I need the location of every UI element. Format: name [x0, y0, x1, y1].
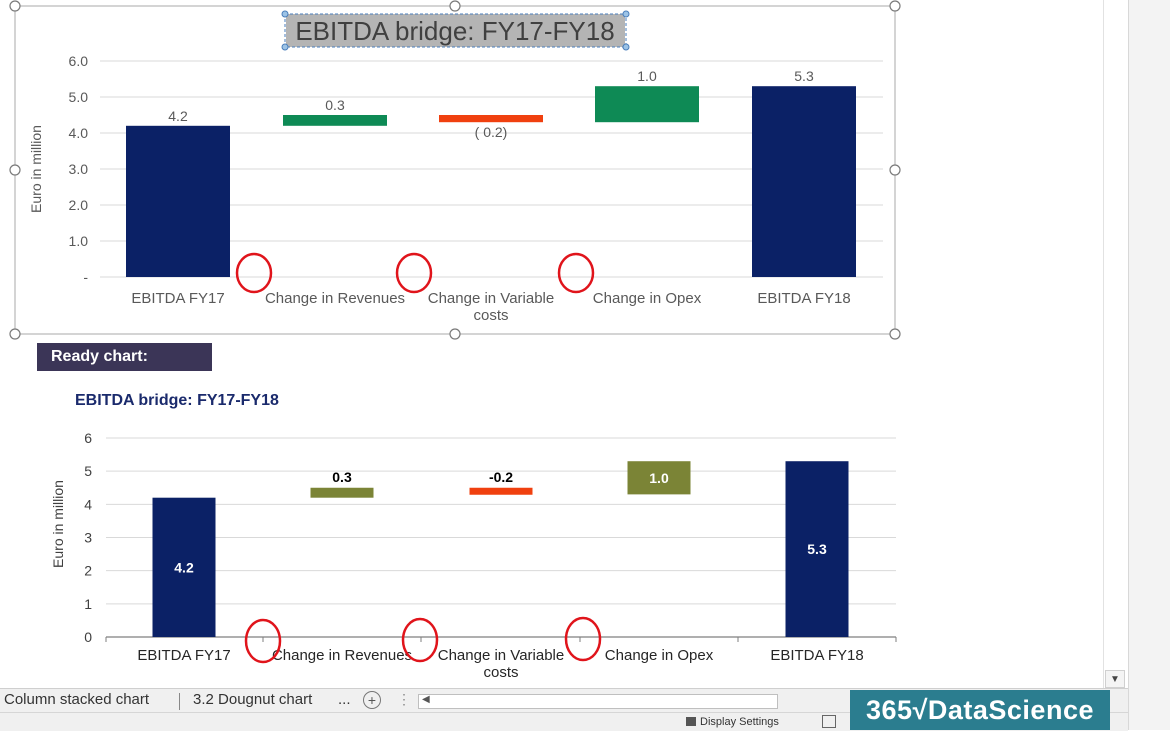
title-handle-icon: [622, 43, 630, 51]
category-label: Change in Opex: [593, 290, 702, 307]
y-tick-label: 4.0: [69, 125, 89, 141]
y-tick-label: 3: [84, 530, 92, 546]
y-tick-label: 2: [84, 563, 92, 579]
resize-handle-icon[interactable]: [889, 0, 901, 12]
category-label: costs: [483, 664, 518, 681]
y-tick-label: 2.0: [69, 197, 89, 213]
data-label: ( 0.2): [475, 124, 508, 140]
title-selection-box: [286, 14, 625, 47]
tab-overflow-button[interactable]: ...: [338, 691, 351, 708]
y-tick-label: 1: [84, 596, 92, 612]
annotation-circle: [564, 616, 602, 662]
y-tick-label: -: [83, 269, 88, 285]
data-label: 1.0: [637, 68, 657, 84]
category-label: costs: [473, 307, 508, 324]
scroll-down-arrow-icon[interactable]: ▼: [1105, 670, 1125, 688]
title-handle-icon: [281, 43, 289, 51]
data-label: 5.3: [807, 541, 827, 557]
resize-handle-icon[interactable]: [9, 0, 21, 12]
splitter-handle-icon[interactable]: ⋮: [397, 691, 411, 707]
bar-1: [310, 487, 374, 498]
category-label: EBITDA FY17: [131, 290, 224, 307]
annotation-circle: [235, 252, 273, 294]
category-label: EBITDA FY18: [770, 647, 863, 664]
category-label: Change in Variable: [428, 290, 554, 307]
category-label: Change in Revenues: [272, 647, 412, 664]
chart-title: EBITDA bridge: FY17-FY18: [295, 16, 614, 46]
y-axis-label: Euro in million: [50, 480, 66, 568]
data-label: 1.0: [649, 470, 669, 486]
resize-handle-icon[interactable]: [9, 328, 21, 340]
horizontal-scrollbar[interactable]: ◀: [418, 694, 778, 709]
brand-logo: 365√DataScience: [850, 690, 1110, 730]
bottom-chart-title: EBITDA bridge: FY17-FY18: [75, 392, 279, 409]
resize-handle-icon[interactable]: [9, 164, 21, 176]
y-tick-label: 5: [84, 463, 92, 479]
bar-2: [469, 487, 533, 495]
title-selection-outline: [284, 13, 627, 48]
bar-3: [627, 461, 691, 495]
category-label: Change in Revenues: [265, 290, 405, 307]
category-label: Change in Variable: [438, 647, 564, 664]
y-tick-label: 3.0: [69, 161, 89, 177]
category-label: EBITDA FY17: [137, 647, 230, 664]
category-label: EBITDA FY18: [757, 290, 850, 307]
bar-4: [752, 86, 856, 277]
annotation-circle: [244, 618, 282, 664]
data-label: 0.3: [325, 97, 345, 113]
normal-view-icon[interactable]: [822, 715, 836, 728]
display-settings-button[interactable]: Display Settings: [700, 716, 779, 728]
bar-2: [439, 115, 543, 123]
y-tick-label: 5.0: [69, 89, 89, 105]
sheet-tab-doughnut[interactable]: 3.2 Dougnut chart: [193, 691, 313, 708]
add-sheet-icon[interactable]: +: [363, 691, 381, 709]
y-tick-label: 1.0: [69, 233, 89, 249]
top-chart[interactable]: - 1.0 2.0 3.0 4.0 5.0 6.0 EBITDA bridge: FY17-F…: [0, 0, 1100, 345]
bottom-chart[interactable]: 0 1 2 3 4 5 6 Euro in million 4.2 0.3 -0.2 1.0 5.3 EB…: [0, 0, 1100, 688]
y-tick-label: 6: [84, 430, 92, 446]
data-label: 5.3: [794, 68, 814, 84]
y-tick-label: 0: [84, 629, 92, 645]
title-handle-icon: [281, 10, 289, 18]
y-tick-label: 6.0: [69, 53, 89, 69]
tab-divider: [179, 693, 180, 710]
resize-handle-icon[interactable]: [889, 164, 901, 176]
bar-0: [126, 125, 230, 277]
category-label: Change in Opex: [605, 647, 714, 664]
bar-0: [152, 497, 216, 637]
data-label: 4.2: [168, 108, 188, 124]
scroll-left-arrow-icon[interactable]: ◀: [422, 694, 430, 705]
vertical-scrollbar[interactable]: [1103, 0, 1128, 688]
resize-handle-icon[interactable]: [889, 328, 901, 340]
bar-3: [595, 86, 699, 123]
data-label: 0.3: [332, 469, 352, 485]
y-axis-label: Euro in million: [28, 125, 44, 213]
resize-handle-icon[interactable]: [449, 0, 461, 12]
bar-4: [785, 461, 849, 637]
title-handle-icon: [622, 10, 630, 18]
annotation-circle: [557, 252, 595, 294]
annotation-circle: [401, 617, 439, 663]
display-settings-icon: [686, 717, 696, 726]
bar-1: [283, 115, 387, 126]
ready-chart-label: Ready chart:: [37, 343, 212, 371]
resize-handle-icon[interactable]: [449, 328, 461, 340]
data-label: -0.2: [489, 469, 513, 485]
y-tick-label: 4: [84, 496, 92, 512]
sheet-tab-column-stacked[interactable]: Column stacked chart: [4, 691, 150, 708]
status-bar: Display Settings: [0, 712, 1128, 731]
annotation-circle: [395, 252, 433, 294]
data-label: 4.2: [174, 559, 194, 575]
side-pane: [1128, 0, 1170, 730]
